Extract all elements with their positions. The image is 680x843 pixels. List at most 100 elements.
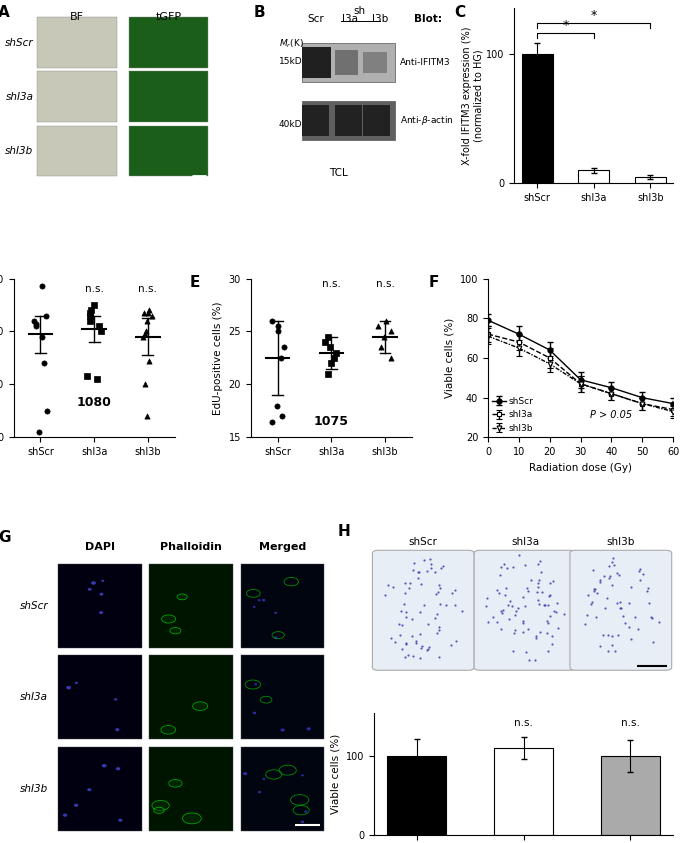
Point <box>146 309 157 322</box>
Point <box>543 644 554 658</box>
Ellipse shape <box>63 813 67 817</box>
Point <box>632 623 643 636</box>
Y-axis label: X-fold IFITM3 expression (%)
(normalized to HG): X-fold IFITM3 expression (%) (normalized… <box>462 27 483 165</box>
Ellipse shape <box>171 781 180 787</box>
Point <box>30 319 41 333</box>
Point <box>328 352 339 365</box>
Point <box>396 642 407 656</box>
Text: I3a: I3a <box>342 14 358 24</box>
Point <box>524 653 534 667</box>
Ellipse shape <box>163 727 174 733</box>
Point <box>273 325 284 338</box>
Point <box>275 352 286 365</box>
Point <box>522 585 533 599</box>
Point <box>617 609 628 622</box>
Point <box>416 641 427 654</box>
Point <box>375 341 386 354</box>
Text: 40kD: 40kD <box>279 121 303 129</box>
Point <box>137 330 148 343</box>
Point <box>608 559 619 572</box>
Point <box>590 583 601 596</box>
Text: 15kD: 15kD <box>279 57 303 67</box>
Bar <box>494 748 553 835</box>
Bar <box>578 170 609 183</box>
Point <box>139 378 150 391</box>
Y-axis label: EdU-positive cells (%): EdU-positive cells (%) <box>213 301 223 415</box>
Point <box>431 626 442 639</box>
Point <box>322 367 333 380</box>
Point <box>633 564 644 577</box>
Point <box>279 341 290 354</box>
FancyBboxPatch shape <box>129 17 208 67</box>
Point <box>545 588 556 601</box>
FancyBboxPatch shape <box>150 655 233 739</box>
Point <box>603 559 614 572</box>
Point <box>399 586 410 599</box>
Point <box>85 314 96 328</box>
Point <box>436 561 447 575</box>
Point <box>494 587 505 600</box>
Point <box>435 597 445 610</box>
Point <box>533 598 544 611</box>
Point <box>37 330 48 343</box>
Text: shI3a: shI3a <box>5 92 33 102</box>
Point <box>491 583 502 597</box>
Point <box>495 622 506 636</box>
Point <box>504 612 515 626</box>
Point <box>586 595 597 609</box>
Point <box>547 574 558 588</box>
Point <box>507 599 517 613</box>
Ellipse shape <box>75 682 78 684</box>
Point <box>480 599 491 613</box>
Point <box>496 606 507 620</box>
Point <box>634 573 645 587</box>
Point <box>607 629 617 642</box>
Point <box>40 309 51 322</box>
Text: E: E <box>190 276 200 290</box>
Point <box>95 325 106 338</box>
FancyBboxPatch shape <box>303 105 330 136</box>
Point <box>607 555 617 568</box>
Point <box>82 370 93 384</box>
Text: Phalloidin: Phalloidin <box>160 542 222 552</box>
Point <box>432 585 443 599</box>
Point <box>41 404 52 417</box>
Text: TCL: TCL <box>328 169 347 178</box>
Point <box>422 642 433 656</box>
Point <box>425 553 436 566</box>
Point <box>588 584 599 598</box>
Point <box>641 584 652 598</box>
Ellipse shape <box>99 593 103 596</box>
FancyBboxPatch shape <box>150 563 233 647</box>
Ellipse shape <box>91 581 96 585</box>
Point <box>450 599 461 612</box>
Point <box>422 643 433 657</box>
Point <box>624 620 634 634</box>
FancyBboxPatch shape <box>373 550 474 670</box>
Point <box>430 612 441 626</box>
Point <box>400 576 411 589</box>
Ellipse shape <box>118 819 122 822</box>
FancyBboxPatch shape <box>474 550 576 670</box>
Point <box>591 586 602 599</box>
Text: Anti-$\beta$-actin: Anti-$\beta$-actin <box>401 114 454 126</box>
Point <box>141 325 152 338</box>
Point <box>597 628 608 642</box>
Point <box>602 644 613 658</box>
Point <box>404 582 415 595</box>
Point <box>604 572 615 585</box>
Point <box>456 604 467 618</box>
Point <box>267 415 277 428</box>
Text: n.s.: n.s. <box>85 284 103 293</box>
Text: *: * <box>562 19 568 32</box>
Point <box>410 635 421 648</box>
Point <box>438 560 449 573</box>
Point <box>330 346 341 359</box>
Text: n.s.: n.s. <box>139 284 157 293</box>
FancyBboxPatch shape <box>37 17 117 67</box>
Ellipse shape <box>66 686 71 690</box>
Text: 1075: 1075 <box>313 415 349 427</box>
Point <box>433 578 444 592</box>
Text: B: B <box>254 5 265 20</box>
Ellipse shape <box>154 802 167 809</box>
